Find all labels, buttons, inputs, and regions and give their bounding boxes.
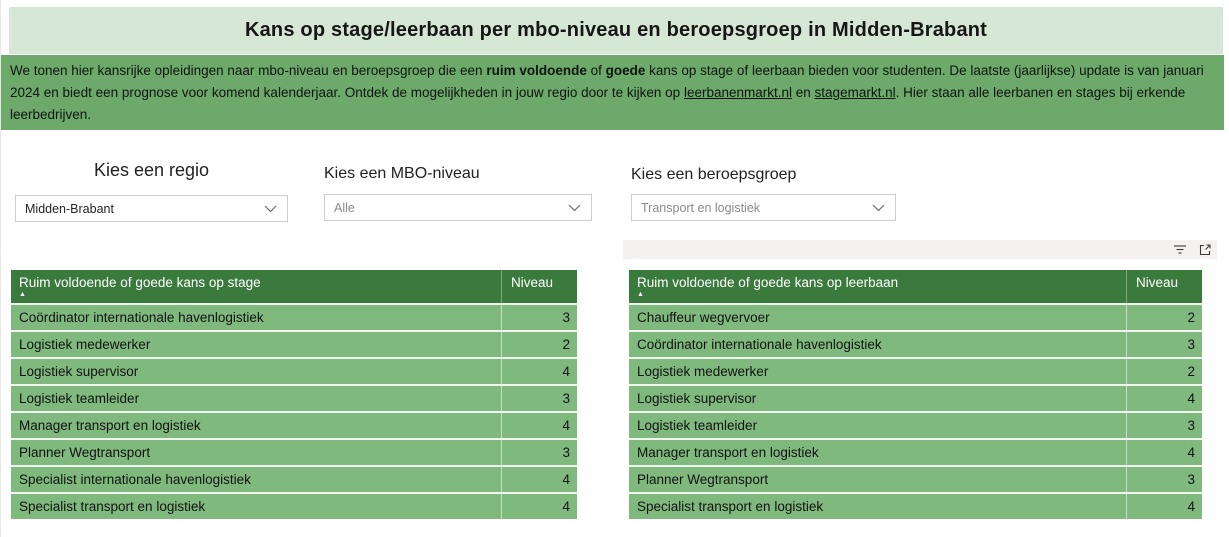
cell-niveau: 3 [501, 305, 577, 330]
link-leerbanenmarkt[interactable]: leerbanenmarkt.nl [683, 85, 793, 100]
intro-bold-goede: goede [605, 63, 646, 78]
cell-opleiding: Manager transport en logistiek [19, 418, 201, 433]
sort-ascending-icon: ▲ [19, 291, 26, 298]
cell-niveau: 4 [1126, 440, 1202, 465]
column-header-niveau[interactable]: Niveau [1126, 270, 1202, 303]
column-header-niveau[interactable]: Niveau [501, 270, 577, 303]
table-row[interactable]: Manager transport en logistiek 4 [11, 411, 577, 438]
cell-opleiding: Specialist internationale havenlogistiek [19, 472, 251, 487]
table-row[interactable]: Logistiek medewerker 2 [11, 330, 577, 357]
cell-niveau: 3 [1126, 413, 1202, 438]
table-kans-op-stage: Ruim voldoende of goede kans op stage ▲ … [11, 270, 577, 519]
cell-opleiding: Logistiek teamleider [19, 391, 140, 406]
table-row[interactable]: Specialist transport en logistiek 4 [11, 492, 577, 519]
cell-niveau: 4 [1126, 386, 1202, 411]
table-row[interactable]: Manager transport en logistiek 4 [629, 438, 1202, 465]
beroepsgroep-dropdown[interactable]: Transport en logistiek [631, 194, 896, 221]
cell-opleiding: Specialist transport en logistiek [637, 499, 824, 514]
visual-header-toolbar [623, 240, 1217, 259]
chevron-down-icon [872, 204, 885, 212]
column-header-label: Ruim voldoende of goede kans op stage [19, 275, 261, 290]
intro-segment: kans op stage of leerbaan bieden voor st… [10, 63, 1204, 100]
table-row[interactable]: Planner Wegtransport 3 [11, 438, 577, 465]
cell-niveau: 2 [1126, 305, 1202, 330]
table-header-row: Ruim voldoende of goede kans op stage ▲ … [11, 270, 577, 303]
region-dropdown-value: Midden-Brabant [25, 201, 114, 216]
intro-banner: We tonen hier kansrijke opleidingen naar… [1, 55, 1224, 130]
cell-opleiding: Planner Wegtransport [19, 445, 151, 460]
column-header-label: Ruim voldoende of goede kans op leerbaan [637, 275, 899, 290]
table-row[interactable]: Logistiek supervisor 4 [11, 357, 577, 384]
cell-niveau: 3 [1126, 467, 1202, 492]
link-stagemarkt[interactable]: stagemarkt.nl [814, 85, 896, 100]
region-dropdown[interactable]: Midden-Brabant [15, 195, 288, 222]
cell-opleiding: Logistiek teamleider [637, 418, 758, 433]
cell-niveau: 4 [501, 413, 577, 438]
cell-opleiding: Logistiek medewerker [19, 337, 151, 352]
cell-opleiding: Logistiek supervisor [19, 364, 139, 379]
cell-niveau: 2 [1126, 359, 1202, 384]
cell-opleiding: Logistiek supervisor [637, 391, 757, 406]
cell-niveau: 4 [501, 359, 577, 384]
intro-segment: . Hier staan alle leerbanen en stages bi… [10, 85, 1186, 122]
table-kans-op-leerbaan: Ruim voldoende of goede kans op leerbaan… [629, 270, 1202, 519]
cell-opleiding: Specialist transport en logistiek [19, 499, 206, 514]
intro-segment: en [792, 85, 815, 100]
cell-opleiding: Logistiek medewerker [637, 364, 769, 379]
table-row[interactable]: Planner Wegtransport 3 [629, 465, 1202, 492]
table-row[interactable]: Coördinator internationale havenlogistie… [11, 303, 577, 330]
cell-opleiding: Chauffeur wegvervoer [637, 310, 770, 325]
table-row[interactable]: Logistiek teamleider 3 [11, 384, 577, 411]
cell-niveau: 4 [501, 494, 577, 519]
focus-mode-icon[interactable] [1198, 243, 1212, 257]
region-slicer-label: Kies een regio [93, 160, 210, 180]
chevron-down-icon [568, 204, 581, 212]
intro-bold-ruim-voldoende: ruim voldoende [486, 63, 587, 78]
intro-text: We tonen hier kansrijke opleidingen naar… [10, 60, 1214, 126]
beroepsgroep-dropdown-value: Transport en logistiek [641, 200, 761, 215]
cell-niveau: 4 [1126, 494, 1202, 519]
column-header-leerbaan[interactable]: Ruim voldoende of goede kans op leerbaan… [629, 270, 1126, 303]
filter-icon[interactable] [1173, 244, 1187, 255]
table-row[interactable]: Logistiek medewerker 2 [629, 357, 1202, 384]
cell-niveau: 3 [501, 386, 577, 411]
mbo-niveau-dropdown[interactable]: Alle [324, 194, 592, 221]
page-title: Kans op stage/leerbaan per mbo-niveau en… [244, 19, 988, 41]
title-band: Kans op stage/leerbaan per mbo-niveau en… [9, 7, 1223, 54]
cell-opleiding: Manager transport en logistiek [637, 445, 819, 460]
cell-niveau: 3 [501, 440, 577, 465]
beroepsgroep-slicer-label: Kies een beroepsgroep [631, 166, 797, 183]
table-header-row: Ruim voldoende of goede kans op leerbaan… [629, 270, 1202, 303]
sort-ascending-icon: ▲ [637, 291, 644, 298]
cell-niveau: 4 [501, 467, 577, 492]
cell-opleiding: Coördinator internationale havenlogistie… [637, 337, 882, 352]
cell-niveau: 2 [501, 332, 577, 357]
column-header-stage[interactable]: Ruim voldoende of goede kans op stage ▲ [11, 270, 501, 303]
table-row[interactable]: Specialist internationale havenlogistiek… [11, 465, 577, 492]
cell-opleiding: Planner Wegtransport [637, 472, 769, 487]
table-row[interactable]: Specialist transport en logistiek 4 [629, 492, 1202, 519]
cell-niveau: 3 [1126, 332, 1202, 357]
mbo-niveau-slicer-label: Kies een MBO-niveau [324, 165, 480, 182]
intro-segment: of [586, 63, 606, 78]
table-row[interactable]: Chauffeur wegvervoer 2 [629, 303, 1202, 330]
intro-segment: We tonen hier kansrijke opleidingen naar… [10, 63, 487, 78]
table-row[interactable]: Logistiek supervisor 4 [629, 384, 1202, 411]
table-row[interactable]: Coördinator internationale havenlogistie… [629, 330, 1202, 357]
mbo-niveau-dropdown-value: Alle [334, 200, 355, 215]
chevron-down-icon [264, 205, 277, 213]
table-row[interactable]: Logistiek teamleider 3 [629, 411, 1202, 438]
cell-opleiding: Coördinator internationale havenlogistie… [19, 310, 264, 325]
